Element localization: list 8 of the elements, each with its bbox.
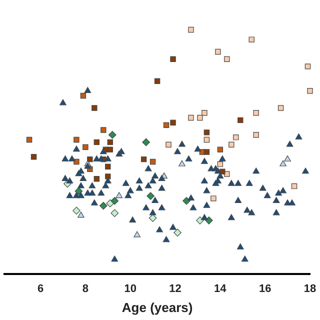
x-tick-label: 14	[214, 282, 228, 295]
x-tick-label: 16	[258, 282, 272, 295]
x-tick-label: 10	[124, 282, 136, 295]
x-tick-label: 18	[304, 282, 316, 295]
x-tick-label: 12	[169, 282, 182, 295]
x-axis-title: Age (years)	[122, 300, 193, 315]
x-tick-label: 6	[37, 282, 44, 295]
x-tick-label: 8	[82, 282, 89, 295]
